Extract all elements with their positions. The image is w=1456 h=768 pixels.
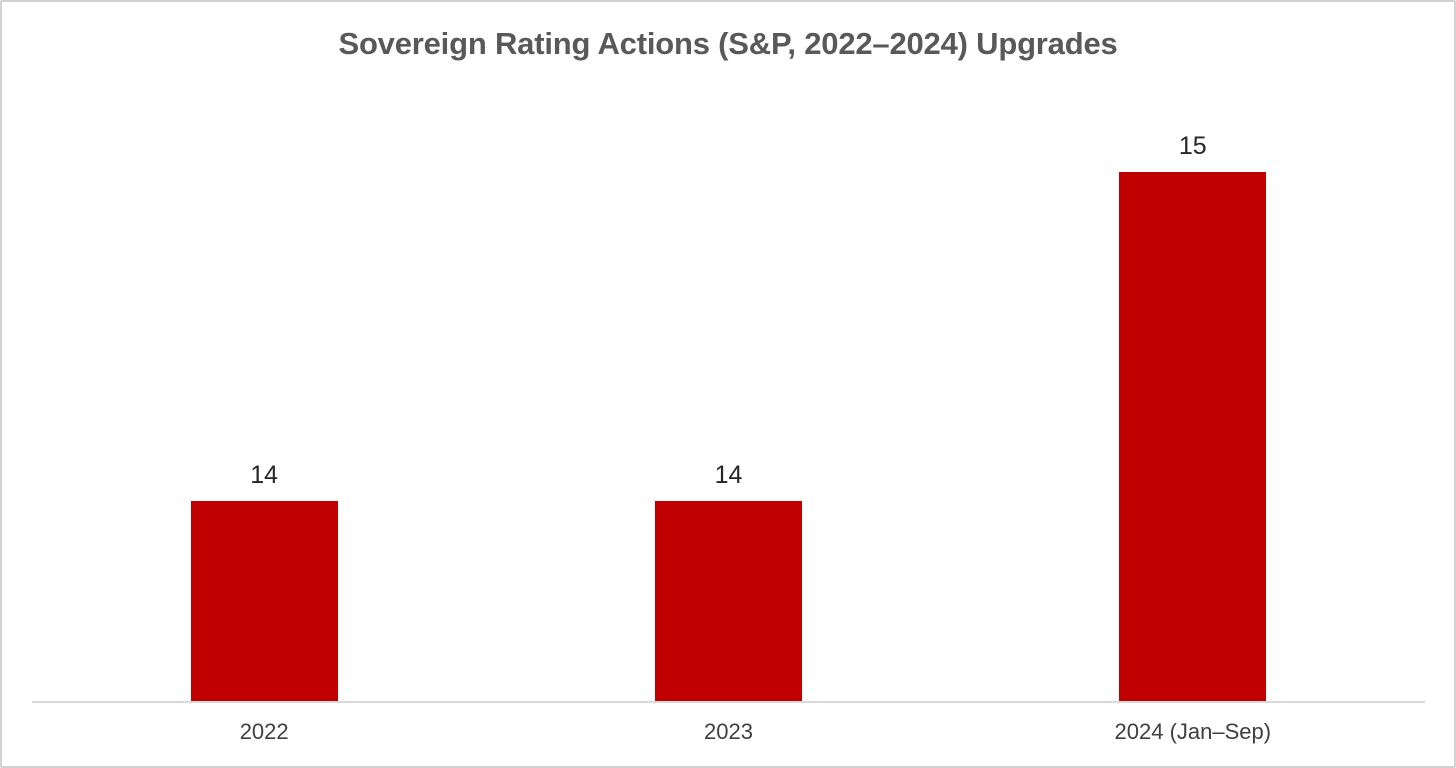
chart-title: Sovereign Rating Actions (S&P, 2022–2024… — [338, 26, 1118, 61]
x-axis-label-2024: 2024 (Jan–Sep) — [1114, 719, 1272, 744]
bar-group-2023: 14 — [496, 86, 960, 702]
plot-area: 14 14 15 — [32, 86, 1425, 702]
x-axis-label-2022: 2022 — [239, 719, 289, 744]
bar-value-label-2023: 14 — [714, 461, 743, 489]
x-axis-line — [32, 701, 1425, 703]
bar-group-2022: 14 — [32, 86, 496, 702]
bar-value-label-2024: 15 — [1178, 132, 1207, 160]
bar-2024 — [1119, 172, 1267, 702]
bar-2022 — [190, 501, 338, 702]
x-axis-label-2023: 2023 — [704, 719, 753, 744]
x-axis-labels: 2022 2023 2024 (Jan–Sep) — [32, 719, 1425, 745]
bar-group-2024: 15 — [961, 86, 1425, 702]
bar-value-label-2022: 14 — [250, 461, 279, 489]
bar-2023 — [654, 501, 802, 702]
